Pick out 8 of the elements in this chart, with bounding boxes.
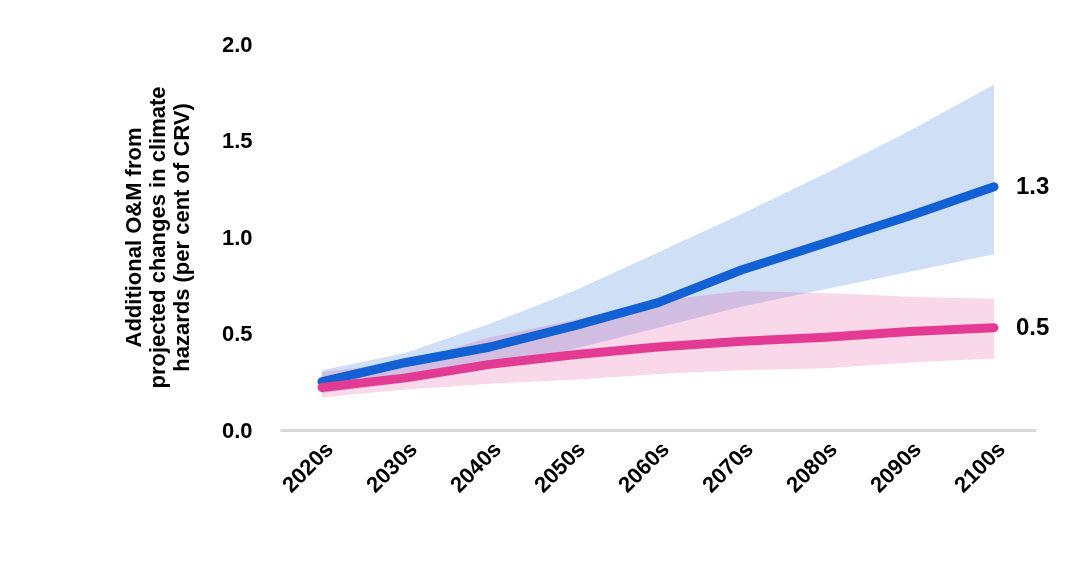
y-tick-label: 0.5 [221, 321, 253, 346]
y-tick-label: 1.0 [221, 224, 253, 250]
data-label: 0.5 [1016, 312, 1050, 340]
y-tick-label: 0.0 [221, 417, 253, 443]
y-tick-label: 2.0 [221, 31, 253, 57]
y-tick-label: 1.5 [221, 128, 253, 153]
data-label: 1.3 [1016, 171, 1050, 199]
y-axis-title: Additional O&M from projected changes in climate hazards (per cent of CRV) [120, 86, 194, 389]
